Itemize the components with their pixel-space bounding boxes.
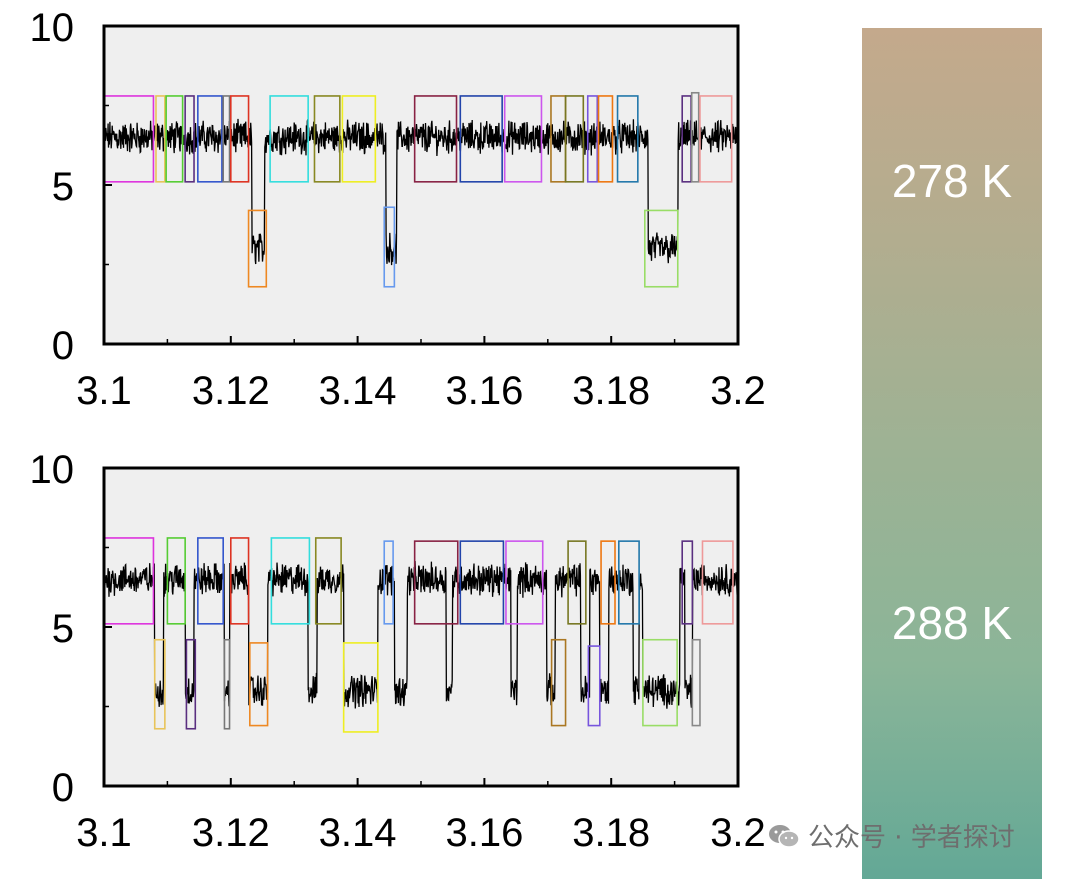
state-box — [642, 638, 678, 727]
state-box — [564, 95, 585, 183]
state-box — [185, 638, 197, 730]
state-box — [616, 95, 639, 183]
state-box — [550, 638, 567, 727]
state-box — [597, 95, 614, 183]
y-tick-label: 5 — [52, 607, 74, 651]
state-box — [223, 638, 231, 730]
x-tick-label: 3.14 — [319, 369, 397, 413]
x-tick-label: 3.12 — [192, 369, 270, 413]
state-box — [503, 95, 543, 183]
state-box — [197, 537, 224, 625]
x-tick-label: 3.16 — [445, 369, 523, 413]
state-box — [342, 642, 379, 733]
temperature-label-bottom: 288 K — [891, 597, 1013, 649]
watermark: 公众号 · 学者探讨 — [768, 817, 1015, 854]
chart-panel-bottom: 3.1 3.12 3.14 3.16 3.18 3.2 0 5 10 — [30, 448, 766, 855]
state-box — [155, 95, 166, 183]
x-tick-label: 3.14 — [319, 811, 397, 855]
state-box — [341, 95, 377, 183]
y-tick-label: 0 — [52, 324, 74, 368]
signal-trace — [103, 560, 739, 709]
state-box — [230, 95, 250, 183]
state-box — [567, 540, 587, 625]
temperature-label-top: 278 K — [891, 155, 1013, 207]
state-box — [222, 95, 231, 183]
state-box — [587, 645, 601, 727]
y-tick-label: 5 — [52, 165, 74, 209]
y-tick-label: 10 — [30, 448, 75, 492]
state-box — [153, 638, 166, 730]
state-box — [413, 540, 459, 625]
watermark-text: 公众号 · 学者探讨 — [808, 823, 1015, 853]
state-box — [230, 537, 250, 625]
plot-background — [104, 468, 738, 786]
x-tick-label: 3.2 — [710, 811, 766, 855]
x-tick-label: 3.12 — [192, 811, 270, 855]
plot-background — [104, 26, 738, 344]
state-box — [247, 209, 268, 288]
state-box — [459, 95, 503, 183]
x-tick-label: 3.1 — [76, 811, 132, 855]
state-box — [618, 540, 640, 625]
state-box — [313, 95, 341, 183]
state-box — [505, 540, 544, 625]
x-tick-label: 3.18 — [572, 811, 650, 855]
state-box — [269, 95, 309, 183]
state-box — [644, 209, 679, 288]
state-box — [701, 540, 734, 625]
state-box — [184, 95, 195, 183]
state-box — [197, 95, 223, 183]
state-box — [413, 95, 458, 183]
state-box — [459, 540, 505, 625]
y-tick-label: 10 — [30, 6, 75, 50]
wechat-icon — [769, 824, 800, 848]
state-box — [691, 638, 701, 727]
state-box — [383, 206, 396, 288]
x-tick-label: 3.18 — [572, 369, 650, 413]
state-box — [690, 91, 700, 183]
temperature-gradient-bar — [862, 28, 1042, 879]
state-box — [249, 642, 269, 727]
state-box — [270, 537, 311, 625]
state-box — [586, 95, 599, 183]
signal-trace — [103, 118, 739, 266]
x-tick-label: 3.1 — [76, 369, 132, 413]
x-tick-label: 3.16 — [445, 811, 523, 855]
state-box — [165, 95, 184, 183]
state-box — [166, 537, 186, 625]
y-tick-label: 0 — [52, 766, 74, 810]
state-box — [383, 540, 394, 625]
chart-panel-top: 3.1 3.12 3.14 3.16 3.18 3.2 0 5 10 — [30, 6, 766, 413]
state-box — [314, 537, 342, 625]
x-tick-label: 3.2 — [710, 369, 766, 413]
state-box — [681, 540, 694, 625]
state-box — [699, 95, 733, 183]
state-box — [600, 540, 616, 625]
